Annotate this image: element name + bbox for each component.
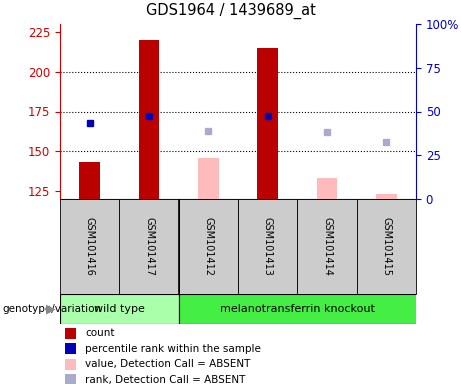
Text: value, Detection Call = ABSENT: value, Detection Call = ABSENT [85,359,251,369]
Text: rank, Detection Call = ABSENT: rank, Detection Call = ABSENT [85,375,246,384]
Bar [357,199,416,294]
Text: genotype/variation: genotype/variation [2,304,101,314]
Bar [198,158,219,199]
Text: percentile rank within the sample: percentile rank within the sample [85,344,261,354]
Text: GSM101416: GSM101416 [85,217,95,276]
Text: GSM101417: GSM101417 [144,217,154,276]
Text: GDS1964 / 1439689_at: GDS1964 / 1439689_at [146,3,315,19]
Bar [179,199,238,294]
Bar [257,48,278,199]
Bar [179,294,446,324]
Text: ▶: ▶ [47,303,56,316]
Bar [79,162,100,199]
Text: melanotransferrin knockout: melanotransferrin knockout [220,304,375,314]
Text: count: count [85,328,115,338]
Bar [317,178,337,199]
Text: GSM101415: GSM101415 [381,217,391,276]
Bar [139,40,160,199]
Bar [119,199,179,294]
Text: GSM101412: GSM101412 [203,217,213,276]
Bar [376,194,397,199]
Text: GSM101413: GSM101413 [263,217,272,276]
Bar [60,294,179,324]
Bar [238,199,297,294]
Text: wild type: wild type [94,304,145,314]
Bar [297,199,357,294]
Bar [60,199,119,294]
Text: GSM101414: GSM101414 [322,217,332,276]
